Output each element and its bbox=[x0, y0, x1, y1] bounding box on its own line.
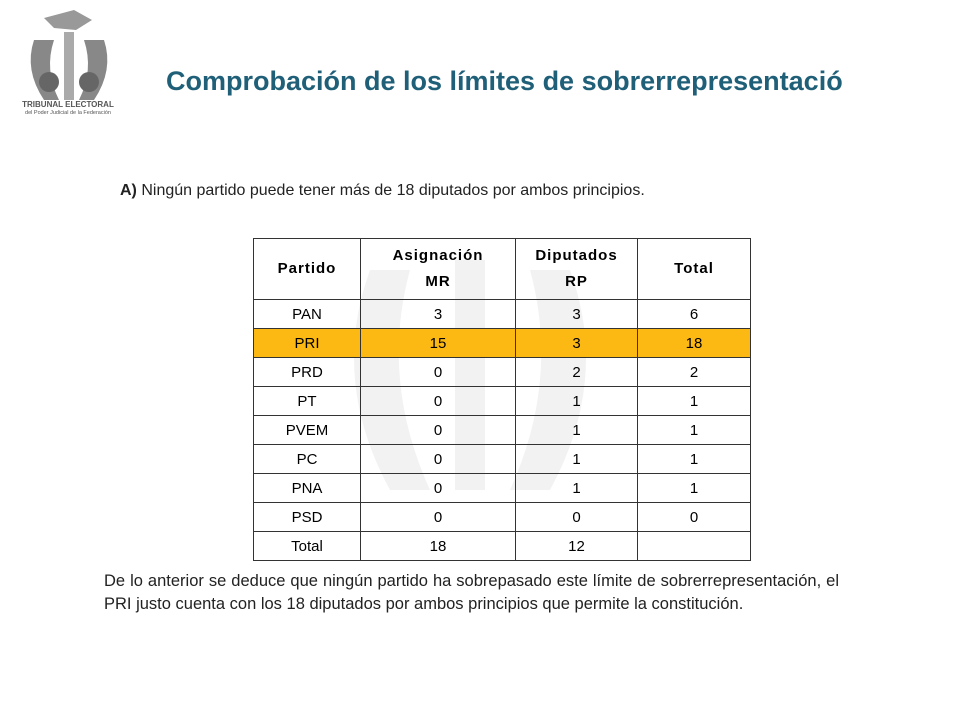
table-cell: 15 bbox=[360, 328, 516, 358]
table-cell: PT bbox=[253, 386, 361, 416]
conclusion: De lo anterior se deduce que ningún part… bbox=[104, 572, 839, 613]
table-cell: 1 bbox=[637, 473, 751, 503]
table-cell: 3 bbox=[515, 328, 638, 358]
table-row: PC 0 1 1 bbox=[253, 444, 751, 474]
table-cell: 0 bbox=[637, 502, 751, 532]
table-cell: PAN bbox=[253, 299, 361, 329]
table-cell: PVEM bbox=[253, 415, 361, 445]
table-cell: 2 bbox=[637, 357, 751, 387]
table-cell: 3 bbox=[360, 299, 516, 329]
table-row: PT 0 1 1 bbox=[253, 386, 751, 416]
header-cell: Total bbox=[637, 238, 751, 300]
header-cell: Partido bbox=[253, 238, 361, 300]
table-row: Total 18 12 bbox=[253, 531, 751, 561]
table-body: PAN 3 3 6 PRI 15 3 18 PRD 0 2 2 PT 0 1 1 PVEM 0 1 1 PC 0 1 1 PNA… bbox=[253, 299, 751, 561]
table-row: PAN 3 3 6 bbox=[253, 299, 751, 329]
table-row: PNA 0 1 1 bbox=[253, 473, 751, 503]
header-cell: Asignación MR bbox=[360, 238, 516, 300]
statement-label: A) bbox=[120, 182, 137, 199]
data-table: Partido Asignación MR Diputados RP Total PAN 3… bbox=[253, 238, 751, 561]
table-cell: PRD bbox=[253, 357, 361, 387]
empty-cell bbox=[637, 531, 751, 561]
table-cell: 1 bbox=[637, 386, 751, 416]
table-cell: PRI bbox=[253, 328, 361, 358]
table-cell: 0 bbox=[360, 502, 516, 532]
header-text: Asignación bbox=[392, 247, 484, 264]
table-cell: 3 bbox=[515, 299, 638, 329]
header-text: Total bbox=[674, 260, 714, 277]
table-cell: PSD bbox=[253, 502, 361, 532]
table-cell: 18 bbox=[637, 328, 751, 358]
logo-subtitle: del Poder Judicial de la Federación bbox=[25, 110, 111, 116]
header-text: Partido bbox=[277, 260, 337, 277]
table-row: PRI 15 3 18 bbox=[253, 328, 751, 358]
slide-title: Comprobación de los límites de sobrerrep… bbox=[166, 66, 843, 96]
table-cell: 0 bbox=[360, 415, 516, 445]
table-cell: 1 bbox=[637, 444, 751, 474]
header-row: Partido Asignación MR Diputados RP Total bbox=[253, 238, 751, 300]
statement: A) Ningún partido puede tener más de 18 … bbox=[120, 182, 645, 200]
table-cell: 1 bbox=[637, 415, 751, 445]
table-cell: PNA bbox=[253, 473, 361, 503]
logo-name: TRIBUNAL ELECTORAL bbox=[22, 100, 114, 109]
table-row: PSD 0 0 0 bbox=[253, 502, 751, 532]
table-cell: 12 bbox=[515, 531, 638, 561]
table-cell: Total bbox=[253, 531, 361, 561]
header-cell: Diputados RP bbox=[515, 238, 638, 300]
table-cell: 0 bbox=[360, 444, 516, 474]
table-cell: 0 bbox=[360, 473, 516, 503]
table-cell: 0 bbox=[360, 386, 516, 416]
table-cell: 1 bbox=[515, 444, 638, 474]
table-cell: 0 bbox=[515, 502, 638, 532]
table-cell: 2 bbox=[515, 357, 638, 387]
header-text: RP bbox=[565, 273, 588, 290]
statement-text: Ningún partido puede tener más de 18 dip… bbox=[141, 182, 645, 199]
table-row: PVEM 0 1 1 bbox=[253, 415, 751, 445]
table-cell: 1 bbox=[515, 386, 638, 416]
table-row: PRD 0 2 2 bbox=[253, 357, 751, 387]
header-text: Diputados bbox=[535, 247, 618, 264]
table-cell: 1 bbox=[515, 473, 638, 503]
table-cell: 6 bbox=[637, 299, 751, 329]
header-text: MR bbox=[425, 273, 451, 290]
table-cell: 0 bbox=[360, 357, 516, 387]
table-cell: 1 bbox=[515, 415, 638, 445]
logo-emblem bbox=[30, 10, 108, 100]
table-cell: PC bbox=[253, 444, 361, 474]
table-cell: 18 bbox=[360, 531, 516, 561]
